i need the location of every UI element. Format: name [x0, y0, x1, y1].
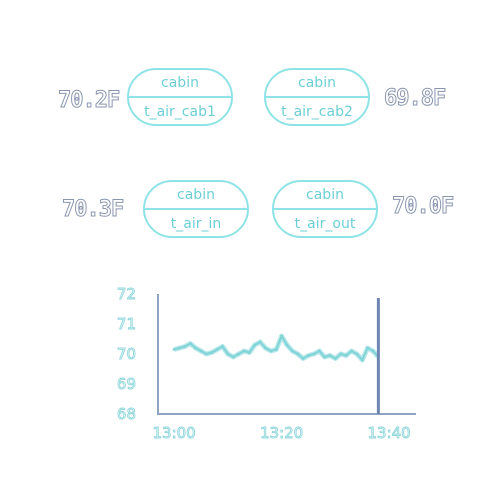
series-point	[307, 354, 310, 357]
series-point	[178, 346, 181, 350]
series-point	[205, 352, 208, 356]
series-point	[194, 346, 198, 350]
sensor-reading-air-in: 70.3F	[61, 197, 124, 223]
series-point	[301, 357, 305, 360]
y-tick-label: 70	[117, 345, 136, 363]
sensor-name-label: t_air_in	[170, 216, 222, 232]
sensor-name-label: t_air_cab2	[281, 104, 353, 120]
sensor-card-air-in[interactable]: cabin t_air_in	[143, 180, 249, 238]
series-point	[274, 348, 278, 351]
series-point	[258, 340, 262, 344]
series-point	[291, 349, 294, 353]
series-point	[296, 352, 300, 356]
y-tick-label: 69	[117, 375, 136, 393]
series-point	[248, 351, 251, 354]
series-point	[231, 355, 235, 359]
series-point	[360, 358, 364, 362]
series-point	[210, 351, 214, 354]
sensor-card-cab2[interactable]: cabin t_air_cab2	[264, 68, 370, 126]
chart-axes	[157, 294, 416, 415]
series-point	[183, 345, 187, 348]
x-tick-label: 13:00	[153, 424, 196, 442]
sensor-card-cab1[interactable]: cabin t_air_cab1	[127, 68, 233, 126]
series-point	[366, 346, 369, 350]
chart-series	[172, 333, 381, 363]
series-point	[312, 352, 316, 356]
series-point	[221, 345, 224, 348]
y-tick-label: 68	[117, 405, 136, 423]
series-point	[371, 349, 375, 353]
sensor-group-label: cabin	[129, 70, 231, 98]
series-point	[328, 354, 332, 357]
y-tick-labels: 72 71 70 69 68	[116, 285, 136, 424]
series-point	[269, 349, 273, 353]
series-point	[253, 343, 257, 347]
series-point	[285, 343, 289, 347]
sensor-name-label: t_air_cab1	[144, 104, 216, 120]
sensor-group-label: cabin	[266, 70, 368, 98]
series-point	[264, 346, 267, 350]
y-tick-label: 71	[117, 315, 136, 333]
x-tick-label: 13:20	[260, 424, 303, 442]
series-point	[334, 357, 337, 360]
sensor-card-air-out[interactable]: cabin t_air_out	[272, 180, 378, 238]
series-point	[172, 348, 176, 351]
sensor-reading-air-out: 70.0F	[391, 194, 454, 220]
series-point	[280, 334, 283, 338]
x-tick-labels: 13:00 13:20 13:40	[152, 424, 411, 443]
series-point	[344, 354, 348, 357]
series-point	[350, 349, 353, 353]
series-point	[242, 349, 246, 353]
sensor-group-label: cabin	[145, 182, 247, 210]
sensor-reading-cab2: 69.8F	[383, 86, 446, 112]
y-tick-label: 72	[117, 285, 136, 303]
series-point	[339, 352, 343, 356]
series-point	[199, 349, 203, 353]
series-point	[317, 349, 321, 353]
series-point	[188, 342, 192, 345]
series-point	[355, 352, 359, 356]
sensor-group-label: cabin	[274, 182, 376, 210]
series-point	[323, 355, 326, 359]
x-tick-label: 13:40	[368, 424, 411, 442]
sensor-reading-cab1: 70.2F	[57, 88, 120, 114]
series-point	[226, 352, 230, 356]
series-point	[237, 352, 241, 356]
sensor-name-label: t_air_out	[294, 216, 356, 232]
series-point	[215, 348, 219, 351]
